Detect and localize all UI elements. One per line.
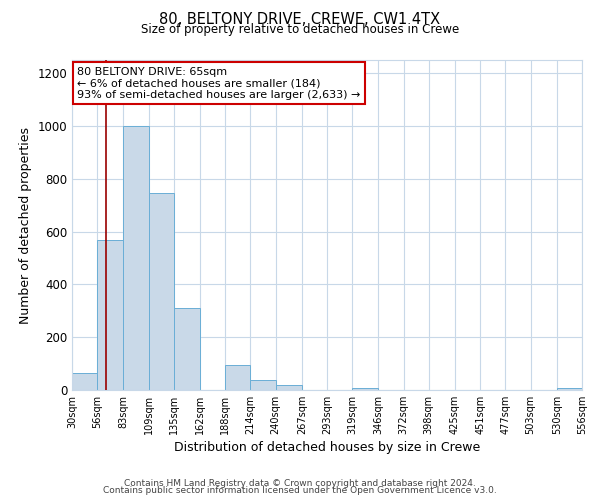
Y-axis label: Number of detached properties: Number of detached properties [19, 126, 32, 324]
Bar [352, 388, 379, 390]
Bar [275, 385, 302, 390]
Text: Contains public sector information licensed under the Open Government Licence v3: Contains public sector information licen… [103, 486, 497, 495]
Bar [72, 373, 97, 390]
Bar [174, 308, 200, 390]
Bar [250, 380, 275, 390]
Bar [149, 194, 174, 390]
X-axis label: Distribution of detached houses by size in Crewe: Distribution of detached houses by size … [174, 441, 480, 454]
Bar [225, 365, 250, 390]
Text: Contains HM Land Registry data © Crown copyright and database right 2024.: Contains HM Land Registry data © Crown c… [124, 478, 476, 488]
Text: 80 BELTONY DRIVE: 65sqm
← 6% of detached houses are smaller (184)
93% of semi-de: 80 BELTONY DRIVE: 65sqm ← 6% of detached… [77, 66, 361, 100]
Bar [124, 126, 149, 390]
Bar [97, 240, 124, 390]
Bar [557, 388, 582, 390]
Text: 80, BELTONY DRIVE, CREWE, CW1 4TX: 80, BELTONY DRIVE, CREWE, CW1 4TX [160, 12, 440, 28]
Text: Size of property relative to detached houses in Crewe: Size of property relative to detached ho… [141, 22, 459, 36]
